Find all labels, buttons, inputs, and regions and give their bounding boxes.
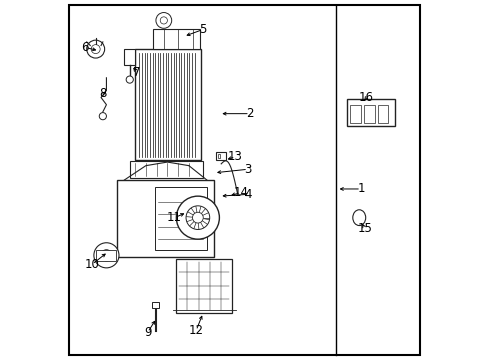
Circle shape <box>91 45 100 54</box>
Circle shape <box>185 206 209 229</box>
Bar <box>363 105 374 123</box>
Text: 3: 3 <box>244 163 251 176</box>
Text: 8: 8 <box>99 87 106 100</box>
Circle shape <box>160 17 167 24</box>
Bar <box>349 105 360 123</box>
Bar <box>346 99 394 126</box>
Bar <box>152 302 159 308</box>
Text: 9: 9 <box>143 326 151 339</box>
Text: 11: 11 <box>167 211 182 224</box>
Bar <box>153 30 199 49</box>
Text: 10: 10 <box>84 258 100 271</box>
Circle shape <box>101 250 112 261</box>
Bar <box>176 259 231 313</box>
Circle shape <box>176 196 219 239</box>
Text: 7: 7 <box>133 66 141 79</box>
Circle shape <box>156 13 171 28</box>
Text: 5: 5 <box>199 23 206 36</box>
Circle shape <box>99 113 106 120</box>
Bar <box>129 161 203 178</box>
Circle shape <box>126 76 133 83</box>
Bar <box>96 250 116 261</box>
Bar <box>117 180 214 257</box>
Bar <box>155 187 206 250</box>
Circle shape <box>192 212 203 223</box>
Text: 12: 12 <box>188 324 203 337</box>
Text: 6: 6 <box>81 41 88 54</box>
Text: 2: 2 <box>245 107 253 120</box>
Bar <box>217 154 220 158</box>
Text: 4: 4 <box>244 188 251 201</box>
Bar <box>135 49 201 160</box>
Circle shape <box>94 243 119 268</box>
Text: 16: 16 <box>358 91 373 104</box>
Bar <box>377 105 387 123</box>
Text: 15: 15 <box>356 222 371 235</box>
Text: 1: 1 <box>357 183 364 195</box>
Bar <box>124 49 135 65</box>
Text: 13: 13 <box>227 150 243 163</box>
Circle shape <box>86 40 104 58</box>
Ellipse shape <box>352 210 365 226</box>
Bar <box>215 152 225 160</box>
Text: 14: 14 <box>233 186 248 199</box>
